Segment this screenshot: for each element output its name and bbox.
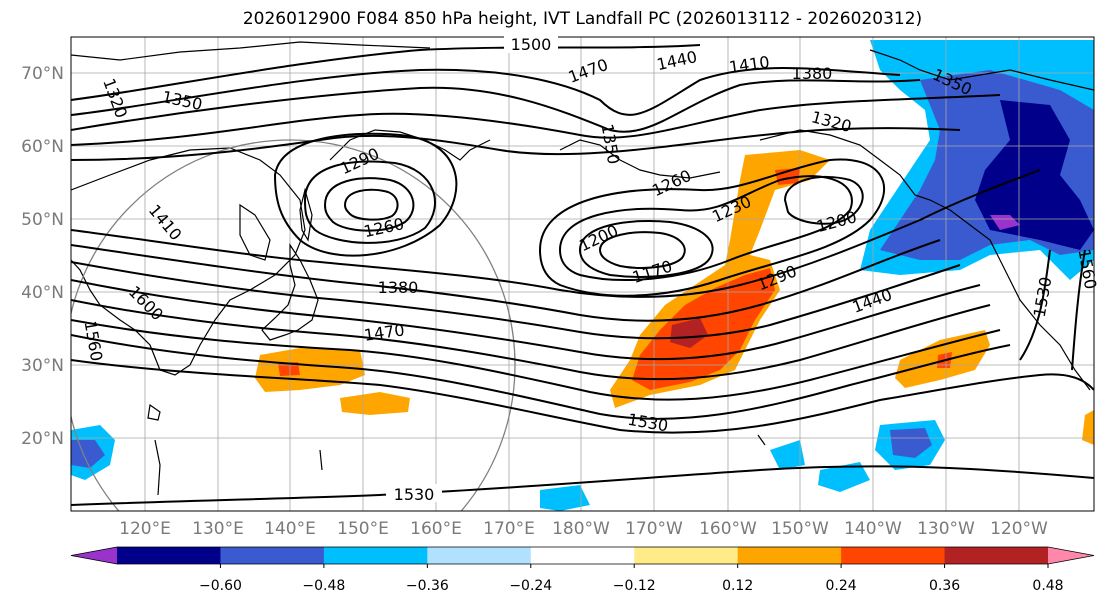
lat-label: 60°N	[21, 137, 64, 157]
contour-label: 1530	[394, 485, 435, 504]
colorbar-segment	[220, 547, 325, 564]
colorbar-extend-min	[71, 547, 117, 564]
height-contours	[71, 44, 1094, 506]
colorbar-tick-label: −0.12	[613, 578, 656, 594]
colorbar-tick-label: 0.36	[929, 578, 960, 594]
lon-label: 130°E	[192, 519, 244, 539]
lat-label: 40°N	[21, 283, 64, 303]
colorbar-segment	[737, 547, 842, 564]
colorbar-segment	[530, 547, 635, 564]
lon-label: 150°W	[771, 519, 829, 539]
colorbar-tick-label: −0.36	[406, 578, 449, 594]
colorbar-segment	[634, 547, 739, 564]
lat-label: 30°N	[21, 356, 64, 376]
lat-label: 70°N	[21, 64, 64, 84]
longitude-labels: 120°E 130°E 140°E 150°E 160°E 170°E 180°…	[119, 519, 1048, 539]
colorbar-tick-label: 0.48	[1032, 578, 1063, 594]
lon-label: 140°W	[844, 519, 902, 539]
lon-label: 150°E	[337, 519, 389, 539]
colorbar-segment	[944, 547, 1049, 564]
colorbar-outline	[70, 546, 1095, 565]
map-frame	[70, 36, 1095, 512]
lat-label: 20°N	[21, 429, 64, 449]
lon-label: 120°E	[119, 519, 171, 539]
lon-label: 180°W	[552, 519, 610, 539]
lon-label: 130°W	[917, 519, 975, 539]
contour-label: 1380	[792, 64, 833, 83]
colorbar-segment	[841, 547, 946, 564]
lon-label: 140°E	[264, 519, 316, 539]
lat-label: 50°N	[21, 210, 64, 230]
colorbar-tick-label: −0.48	[302, 578, 345, 594]
lon-label: 120°W	[990, 519, 1048, 539]
colorbar-segment	[117, 547, 221, 564]
latitude-labels: 70°N 60°N 50°N 40°N 30°N 20°N	[21, 64, 64, 449]
colorbar-tick-label: 0.12	[722, 578, 753, 594]
lon-label: 160°E	[410, 519, 462, 539]
colorbar-tick-label: −0.24	[509, 578, 552, 594]
colorbar-segment	[323, 547, 428, 564]
range-circle	[71, 139, 516, 511]
map-title: 2026012900 F084 850 hPa height, IVT Land…	[242, 9, 923, 29]
colorbar-tick-label: −0.60	[199, 578, 242, 594]
contour-label: 1500	[511, 35, 552, 54]
lon-label: 170°E	[483, 519, 535, 539]
lon-label: 170°W	[625, 519, 683, 539]
lon-label: 160°W	[699, 519, 757, 539]
colorbar	[70, 546, 1095, 565]
colorbar-ticks: −0.60 −0.48 −0.36 −0.24 −0.12 0.12 0.24 0.36 0.4…	[199, 564, 1064, 594]
contour-label: 1380	[378, 278, 419, 297]
colorbar-extend-max	[1048, 547, 1094, 564]
colorbar-tick-label: 0.24	[826, 578, 857, 594]
colorbar-segment	[427, 547, 532, 564]
